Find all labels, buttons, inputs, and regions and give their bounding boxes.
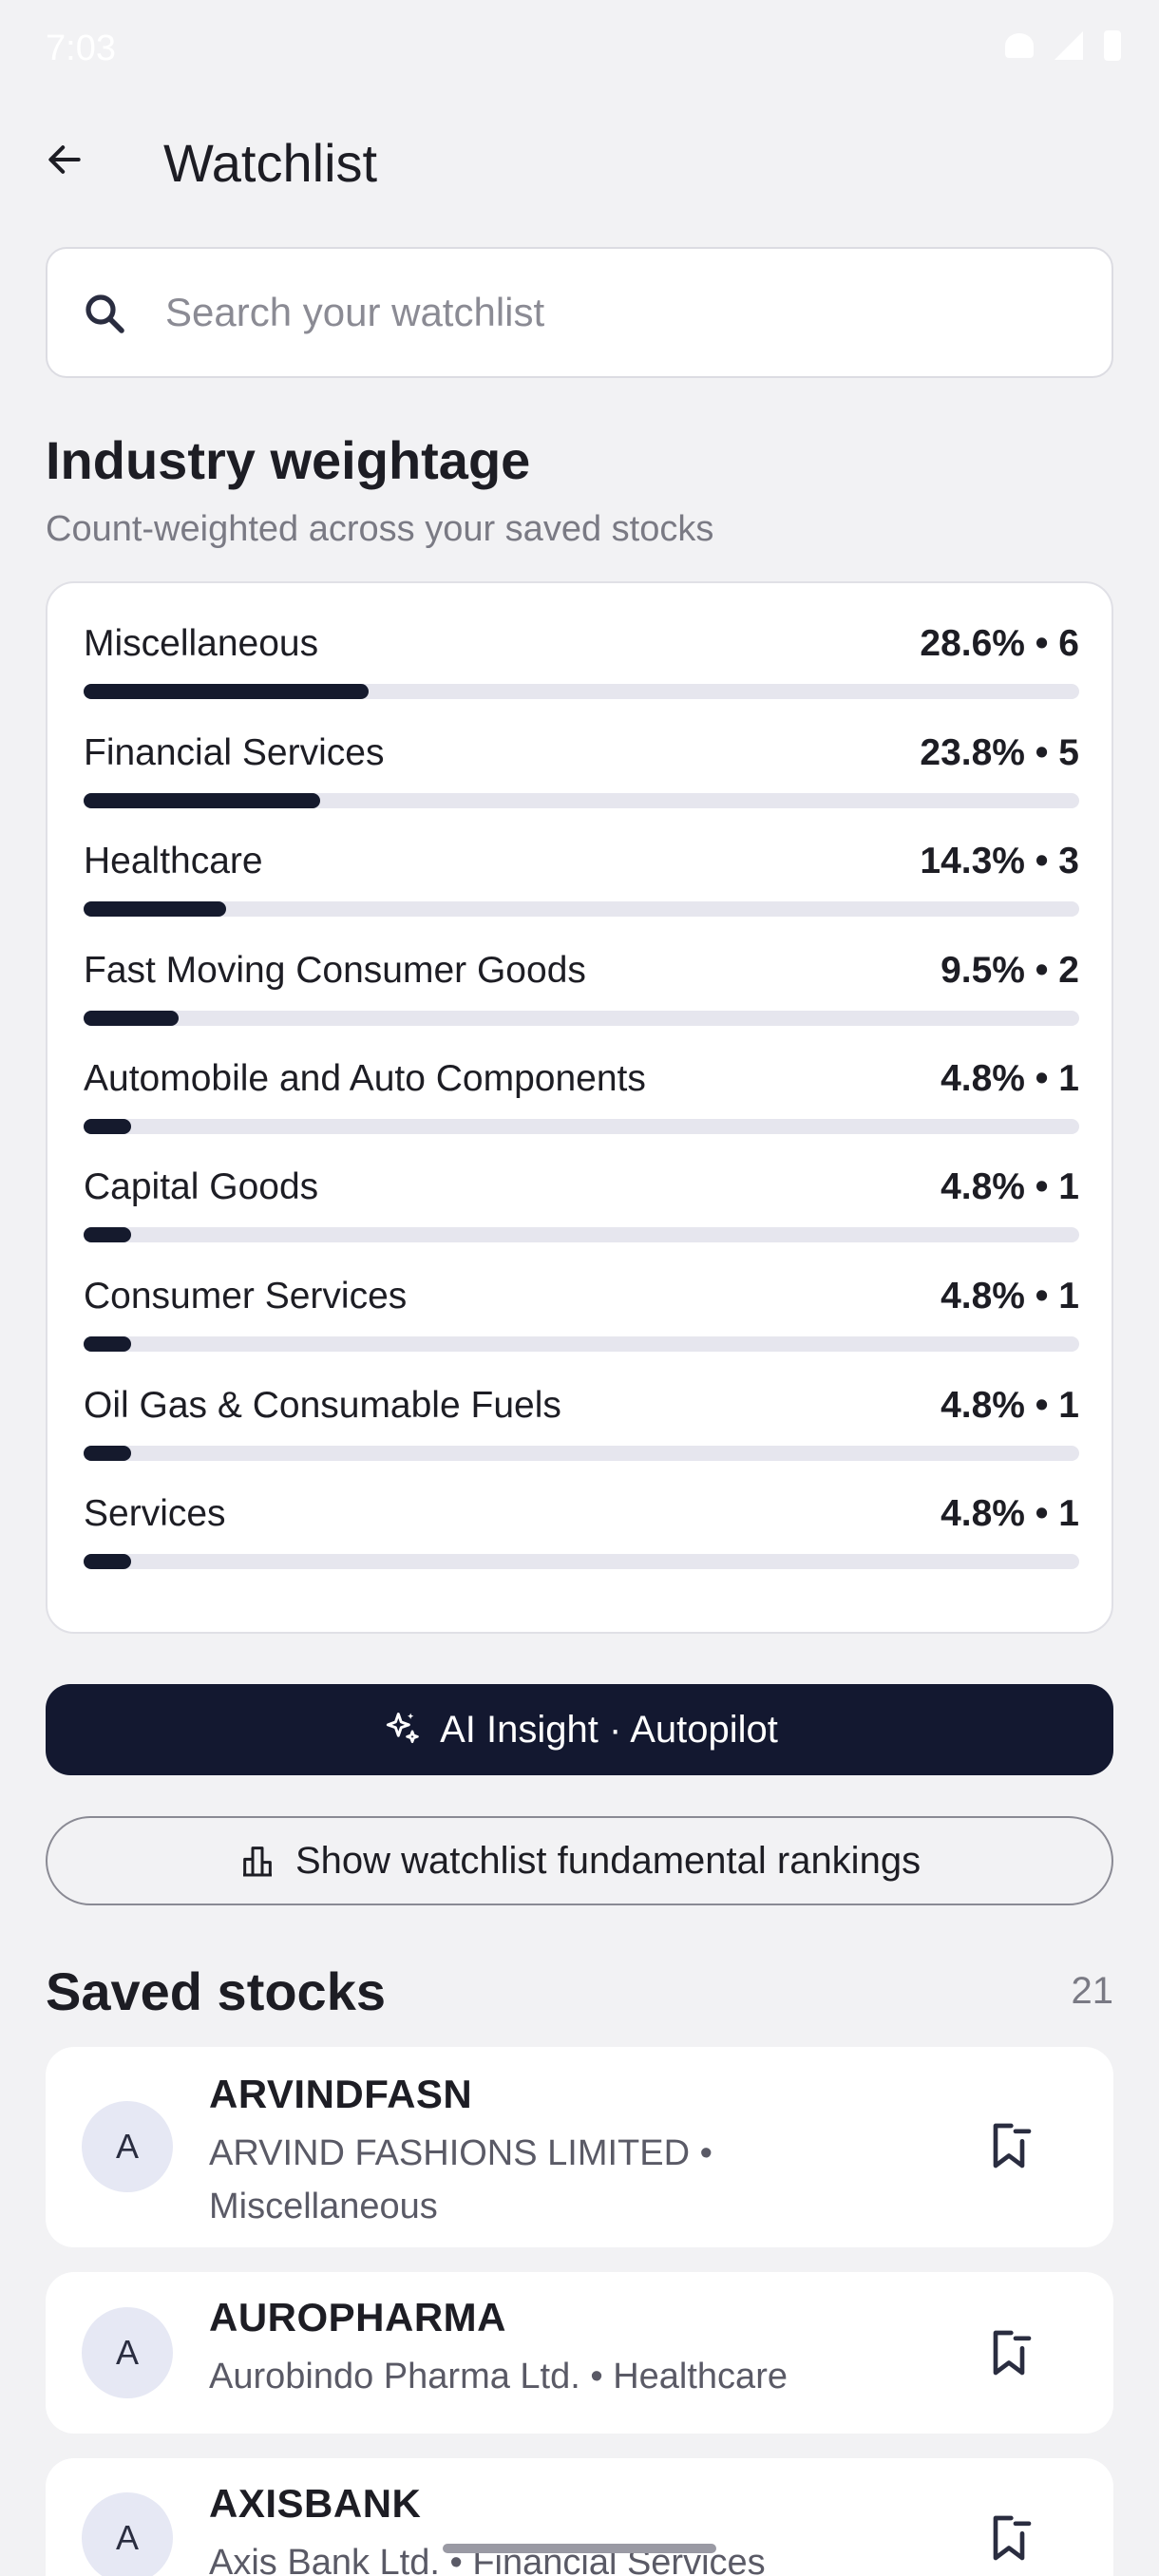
industry-name: Automobile and Auto Components [84,1058,646,1099]
search-icon [86,294,124,333]
industry-bar-fill [84,1011,179,1026]
bookmark-icon[interactable] [982,2326,1036,2379]
industry-row: Fast Moving Consumer Goods 9.5% • 2 [84,950,1079,1045]
stock-card[interactable]: A AUROPHARMA Aurobindo Pharma Ltd. • Hea… [46,2272,1113,2434]
bar-chart-icon [242,1847,272,1877]
status-icons [1005,30,1121,61]
industry-value: 4.8% • 1 [940,1385,1079,1426]
stock-description: Aurobindo Pharma Ltd. • Healthcare [209,2357,788,2396]
ai-insight-button[interactable]: AI Insight · Autopilot [46,1684,1113,1775]
signal-icon [1054,31,1083,60]
industry-weightage-card: Miscellaneous 28.6% • 6 Financial Servic… [46,581,1113,1634]
industry-value: 4.8% • 1 [940,1166,1079,1207]
industry-bar-track [84,1554,1079,1569]
industry-name: Capital Goods [84,1166,319,1207]
stock-symbol: AUROPHARMA [209,2295,506,2339]
industry-row: Miscellaneous 28.6% • 6 [84,623,1079,718]
industry-bar-fill [84,1446,132,1461]
industry-value: 4.8% • 1 [940,1058,1079,1099]
industry-bar-fill [84,684,369,699]
industry-name: Fast Moving Consumer Goods [84,950,586,991]
industry-name: Oil Gas & Consumable Fuels [84,1385,561,1426]
bookmark-icon[interactable] [982,2119,1036,2172]
avatar: A [82,2492,173,2576]
industry-bar-fill [84,1336,132,1352]
industry-bar-track [84,684,1079,699]
industry-bar-fill [84,1119,132,1134]
industry-row: Consumer Services 4.8% • 1 [84,1276,1079,1371]
industry-weightage-subtitle: Count-weighted across your saved stocks [46,509,714,549]
industry-bar-track [84,1119,1079,1134]
avatar: A [82,2307,173,2398]
industry-value: 9.5% • 2 [940,950,1079,991]
fundamental-rankings-label: Show watchlist fundamental rankings [294,1839,922,1882]
stock-card[interactable]: A ARVINDFASN ARVIND FASHIONS LIMITED • M… [46,2047,1113,2247]
stock-description: ARVIND FASHIONS LIMITED • Miscellaneous [209,2133,712,2226]
industry-weightage-title: Industry weightage [46,430,531,490]
industry-name: Healthcare [84,841,263,881]
stock-symbol: ARVINDFASN [209,2072,473,2116]
stock-symbol: AXISBANK [209,2481,422,2526]
sparkle-icon [386,1713,419,1744]
industry-row: Healthcare 14.3% • 3 [84,841,1079,936]
industry-row: Services 4.8% • 1 [84,1493,1079,1588]
fundamental-rankings-button[interactable]: Show watchlist fundamental rankings [46,1816,1113,1905]
industry-bar-track [84,1227,1079,1242]
industry-bar-fill [84,793,321,808]
industry-bar-fill [84,1227,132,1242]
industry-bar-track [84,793,1079,808]
industry-name: Financial Services [84,732,385,773]
ai-insight-label: AI Insight · Autopilot [440,1708,778,1751]
avatar: A [82,2101,173,2192]
page-title: Watchlist [163,133,378,193]
arrow-left-icon [48,145,81,174]
wifi-icon [1005,33,1034,58]
bookmark-icon[interactable] [982,2511,1036,2565]
industry-bar-track [84,901,1079,917]
industry-row: Automobile and Auto Components 4.8% • 1 [84,1058,1079,1153]
industry-row: Financial Services 23.8% • 5 [84,732,1079,827]
industry-bar-track [84,1011,1079,1026]
search-input[interactable] [165,249,1077,376]
industry-name: Consumer Services [84,1276,408,1316]
status-bar: 7:03 [0,0,1159,99]
industry-row: Capital Goods 4.8% • 1 [84,1166,1079,1261]
industry-value: 4.8% • 1 [940,1276,1079,1316]
stock-card[interactable]: A AXISBANK Axis Bank Ltd. • Financial Se… [46,2458,1113,2576]
industry-bar-fill [84,1554,132,1569]
industry-name: Services [84,1493,226,1534]
industry-bar-fill [84,901,226,917]
industry-value: 23.8% • 5 [920,732,1079,773]
industry-value: 28.6% • 6 [920,623,1079,664]
status-time: 7:03 [46,28,116,68]
industry-value: 14.3% • 3 [920,841,1079,881]
search-box[interactable] [46,247,1113,378]
industry-name: Miscellaneous [84,623,319,664]
saved-stocks-title: Saved stocks [46,1961,386,2021]
home-indicator[interactable] [443,2544,716,2553]
industry-bar-track [84,1446,1079,1461]
back-button[interactable] [38,133,91,186]
industry-bar-track [84,1336,1079,1352]
battery-icon [1104,30,1121,61]
stock-description: Axis Bank Ltd. • Financial Services [209,2543,766,2576]
industry-row: Oil Gas & Consumable Fuels 4.8% • 1 [84,1385,1079,1480]
saved-stocks-count: 21 [1071,1970,1114,2012]
industry-value: 4.8% • 1 [940,1493,1079,1534]
